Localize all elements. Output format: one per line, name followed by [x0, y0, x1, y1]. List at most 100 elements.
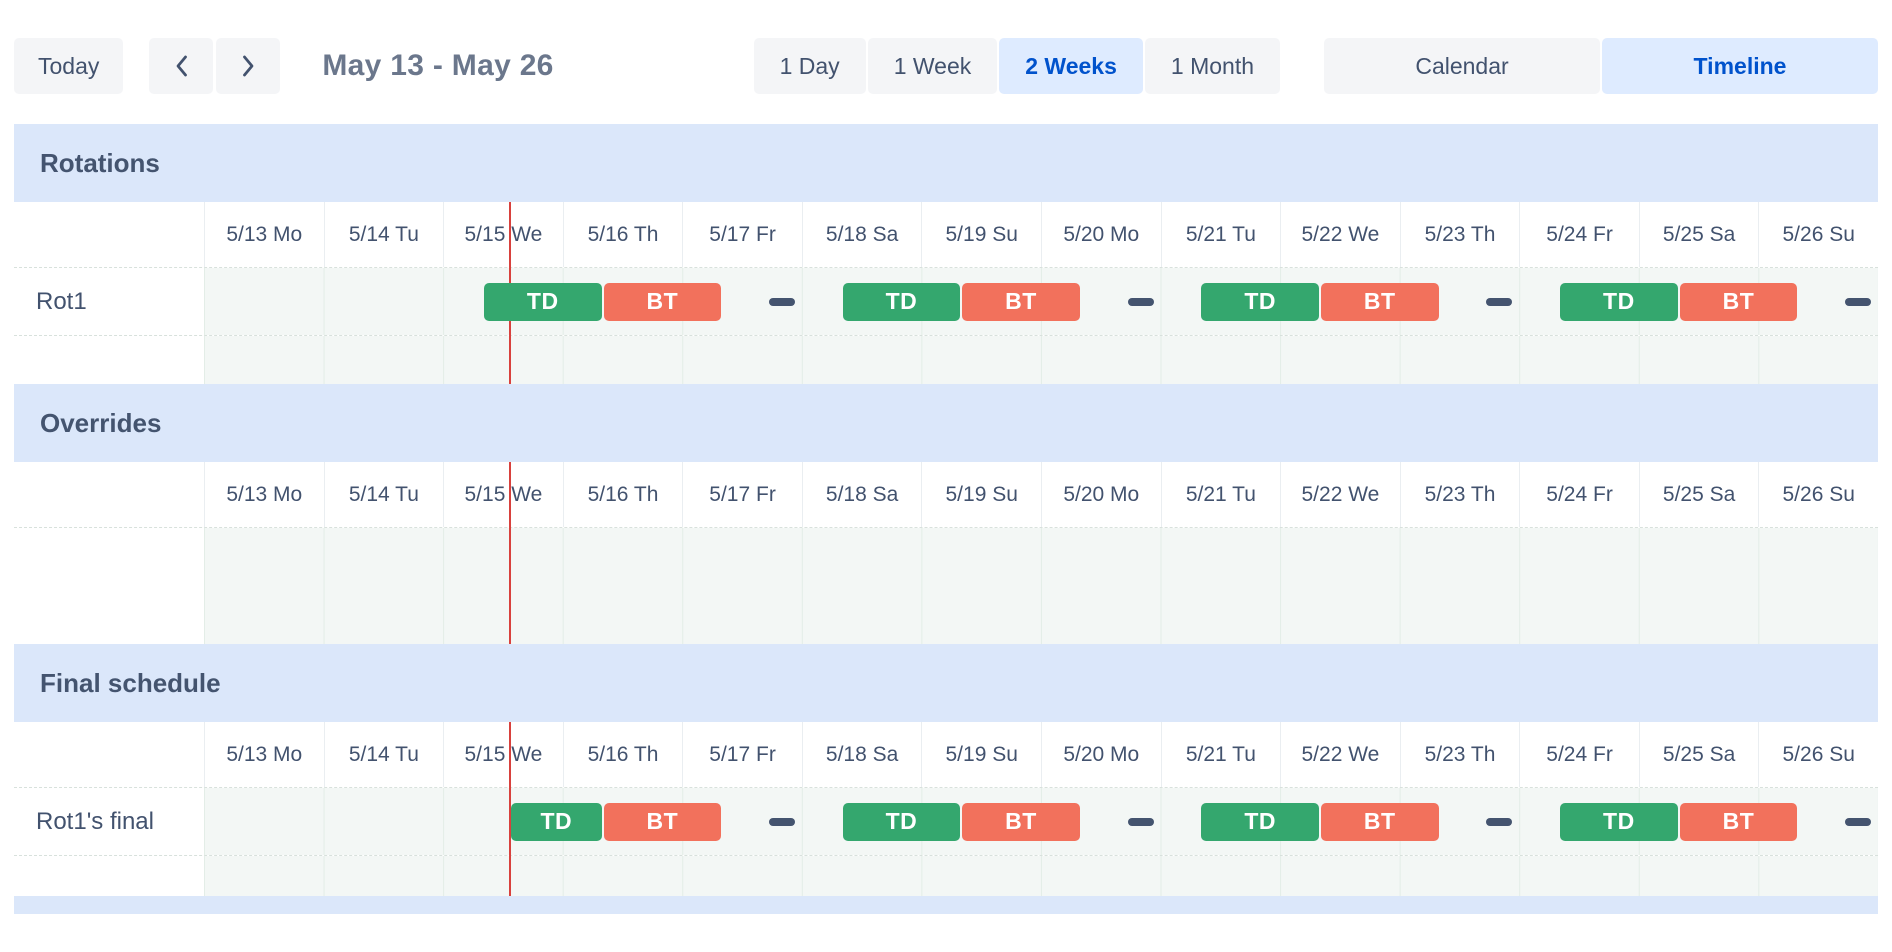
day-header-cell: 5/18 Sa [801, 462, 922, 527]
toolbar: Today May 13 - May 26 1 Day 1 Week 2 Weeks… [14, 38, 1878, 94]
label-column-spacer [14, 722, 204, 787]
final-row-label: Rot1's final [14, 788, 204, 855]
day-header-cell: 5/25 Sa [1638, 202, 1759, 267]
day-header-cell: 5/21 Tu [1160, 202, 1281, 267]
section-title: Rotations [40, 147, 160, 178]
off-day-dash [1127, 297, 1154, 306]
section-title: Overrides [40, 407, 162, 438]
day-header-cell: 5/26 Su [1758, 462, 1878, 527]
day-header-cell: 5/19 Su [921, 722, 1041, 787]
today-button[interactable]: Today [14, 38, 124, 94]
zoom-group: 1 Day 1 Week 2 Weeks 1 Month [753, 38, 1280, 94]
day-header-cell: 5/20 Mo [1040, 462, 1161, 527]
schedule-timeline: Rotations 5/13 Mo 5/14 Tu 5/15 We 5/16 Th 5/… [14, 124, 1878, 914]
shift-bar-bt[interactable]: BT [1679, 282, 1798, 321]
day-header-cell: 5/16 Th [562, 722, 683, 787]
shift-bar-td[interactable]: TD [842, 802, 961, 841]
final-row: Rot1's final TD BT TD BT TD BT TD BT [14, 788, 1878, 856]
rotation-row-label: Rot1 [14, 268, 204, 335]
day-header-cell: 5/24 Fr [1519, 722, 1639, 787]
day-header-cell: 5/15 We [443, 462, 563, 527]
shift-bar-td[interactable]: TD [842, 282, 961, 321]
day-header-cell: 5/23 Th [1399, 202, 1520, 267]
day-header-cell: 5/24 Fr [1519, 202, 1639, 267]
day-header-cell: 5/22 We [1280, 722, 1400, 787]
day-header-cell: 5/20 Mo [1040, 722, 1161, 787]
shift-bar-td[interactable]: TD [483, 282, 602, 321]
off-day-dash [1127, 817, 1154, 826]
section-overrides: Overrides 5/13 Mo 5/14 Tu 5/15 We 5/16 Th 5/… [14, 384, 1878, 644]
shift-bar-bt[interactable]: BT [603, 802, 722, 841]
view-option-timeline[interactable]: Timeline [1602, 38, 1878, 94]
day-header-cell: 5/26 Su [1758, 202, 1878, 267]
current-time-marker [508, 462, 511, 644]
day-header-cell: 5/24 Fr [1519, 462, 1639, 527]
day-header-cell: 5/25 Sa [1638, 722, 1759, 787]
shift-bar-td[interactable]: TD [1201, 282, 1319, 321]
rotations-grid: 5/13 Mo 5/14 Tu 5/15 We 5/16 Th 5/17 Fr 5/18 … [14, 202, 1878, 384]
shift-bar-bt[interactable]: BT [1320, 802, 1439, 841]
section-header-overrides: Overrides [14, 384, 1878, 462]
view-option-calendar[interactable]: Calendar [1324, 38, 1600, 94]
section-rotations: Rotations 5/13 Mo 5/14 Tu 5/15 We 5/16 Th 5/… [14, 124, 1878, 384]
shift-bar-bt[interactable]: BT [1679, 802, 1798, 841]
day-header-cell: 5/14 Tu [323, 202, 444, 267]
dates-row: 5/13 Mo 5/14 Tu 5/15 We 5/16 Th 5/17 Fr 5/18 … [14, 202, 1878, 268]
zoom-option-1-month[interactable]: 1 Month [1144, 38, 1280, 94]
day-header-cell: 5/15 We [443, 722, 563, 787]
day-header-cell: 5/23 Th [1399, 462, 1520, 527]
day-header-cell: 5/22 We [1280, 202, 1400, 267]
final-track: TD BT TD BT TD BT TD BT [204, 788, 1878, 855]
day-header-cell: 5/16 Th [562, 202, 683, 267]
overrides-grid: 5/13 Mo 5/14 Tu 5/15 We 5/16 Th 5/17 Fr 5/18 … [14, 462, 1878, 644]
day-header-cell: 5/13 Mo [204, 462, 324, 527]
shift-bar-bt[interactable]: BT [962, 802, 1080, 841]
day-header-cell: 5/14 Tu [323, 462, 444, 527]
day-header-cell: 5/23 Th [1399, 722, 1520, 787]
day-header-cell: 5/20 Mo [1040, 202, 1161, 267]
off-day-dash [1486, 817, 1513, 826]
chevron-left-icon [174, 54, 189, 78]
date-range-title: May 13 - May 26 [322, 49, 554, 82]
section-header-rotations: Rotations [14, 124, 1878, 202]
off-day-dash [1845, 817, 1872, 826]
day-header-cell: 5/18 Sa [801, 202, 922, 267]
shift-bar-td[interactable]: TD [511, 802, 602, 841]
off-day-dash [768, 297, 795, 306]
day-header-cell: 5/14 Tu [323, 722, 444, 787]
shift-bar-td[interactable]: TD [1201, 802, 1319, 841]
zoom-option-1-week[interactable]: 1 Week [867, 38, 998, 94]
shift-bar-bt[interactable]: BT [603, 282, 722, 321]
zoom-option-2-weeks[interactable]: 2 Weeks [999, 38, 1143, 94]
day-header-cell: 5/17 Fr [682, 202, 802, 267]
final-schedule-grid: 5/13 Mo 5/14 Tu 5/15 We 5/16 Th 5/17 Fr 5/18 … [14, 722, 1878, 896]
day-header-cell: 5/13 Mo [204, 202, 324, 267]
off-day-dash [1486, 297, 1513, 306]
empty-row [14, 528, 1878, 644]
dates-row: 5/13 Mo 5/14 Tu 5/15 We 5/16 Th 5/17 Fr 5/18 … [14, 462, 1878, 528]
prev-period-button[interactable] [149, 38, 214, 94]
shift-bar-bt[interactable]: BT [962, 282, 1080, 321]
label-column-spacer [14, 202, 204, 267]
day-header-cell: 5/25 Sa [1638, 462, 1759, 527]
day-header-cell: 5/18 Sa [801, 722, 922, 787]
shift-bar-bt[interactable]: BT [1320, 282, 1439, 321]
shift-bar-td[interactable]: TD [1560, 282, 1678, 321]
day-header-cell: 5/13 Mo [204, 722, 324, 787]
section-header-final-schedule: Final schedule [14, 644, 1878, 722]
section-final-schedule: Final schedule 5/13 Mo 5/14 Tu 5/15 We 5/16… [14, 644, 1878, 896]
zoom-option-1-day[interactable]: 1 Day [753, 38, 866, 94]
label-column-spacer [14, 462, 204, 527]
day-header-cell: 5/21 Tu [1160, 462, 1281, 527]
current-time-marker [508, 722, 511, 896]
day-header-cell: 5/15 We [443, 202, 563, 267]
rotation-track: TD BT TD BT TD BT TD BT [204, 268, 1878, 335]
shift-bar-td[interactable]: TD [1560, 802, 1678, 841]
day-header-cell: 5/16 Th [562, 462, 683, 527]
empty-row [14, 856, 1878, 896]
next-period-button[interactable] [216, 38, 281, 94]
day-header-cell: 5/21 Tu [1160, 722, 1281, 787]
dates-row: 5/13 Mo 5/14 Tu 5/15 We 5/16 Th 5/17 Fr 5/18 … [14, 722, 1878, 788]
chevron-right-icon [241, 54, 256, 78]
empty-row [14, 336, 1878, 384]
